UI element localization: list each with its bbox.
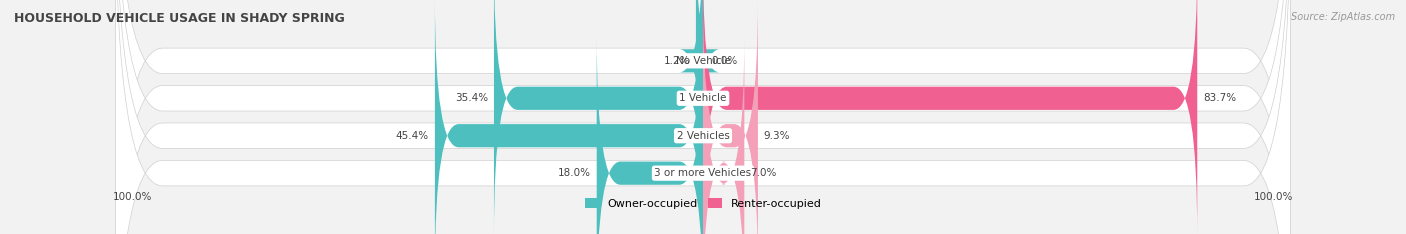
Text: 1 Vehicle: 1 Vehicle [679,93,727,103]
Legend: Owner-occupied, Renter-occupied: Owner-occupied, Renter-occupied [581,194,825,213]
Text: 9.3%: 9.3% [763,131,790,141]
Text: No Vehicle: No Vehicle [675,56,731,66]
Text: 35.4%: 35.4% [456,93,488,103]
Text: Source: ZipAtlas.com: Source: ZipAtlas.com [1291,12,1395,22]
Text: 1.2%: 1.2% [664,56,690,66]
FancyBboxPatch shape [115,0,1291,234]
Text: 2 Vehicles: 2 Vehicles [676,131,730,141]
FancyBboxPatch shape [494,0,703,234]
Text: 83.7%: 83.7% [1204,93,1236,103]
FancyBboxPatch shape [703,0,758,234]
FancyBboxPatch shape [115,0,1291,234]
FancyBboxPatch shape [703,0,1198,234]
FancyBboxPatch shape [596,35,703,234]
Text: 18.0%: 18.0% [558,168,591,178]
Text: 100.0%: 100.0% [112,192,152,202]
FancyBboxPatch shape [115,0,1291,234]
FancyBboxPatch shape [115,0,1291,234]
FancyBboxPatch shape [703,35,744,234]
Text: 7.0%: 7.0% [751,168,776,178]
Text: 0.0%: 0.0% [711,56,738,66]
Text: HOUSEHOLD VEHICLE USAGE IN SHADY SPRING: HOUSEHOLD VEHICLE USAGE IN SHADY SPRING [14,12,344,25]
Text: 3 or more Vehicles: 3 or more Vehicles [654,168,752,178]
FancyBboxPatch shape [434,0,703,234]
FancyBboxPatch shape [679,0,720,199]
Text: 45.4%: 45.4% [396,131,429,141]
Text: 100.0%: 100.0% [1254,192,1294,202]
